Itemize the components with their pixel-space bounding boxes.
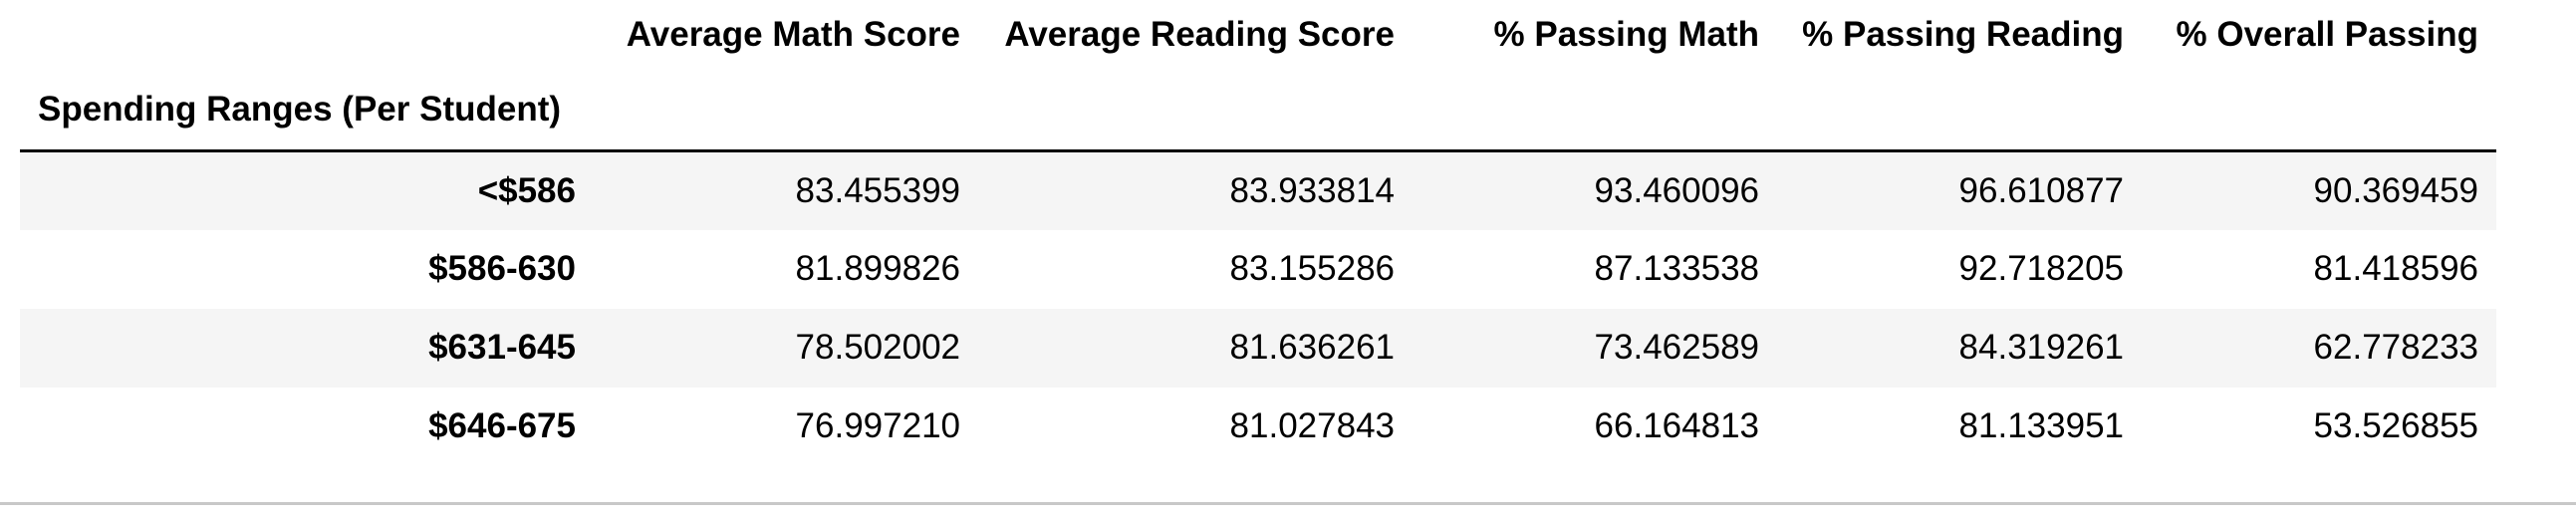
table-cell: 81.133951: [1958, 406, 2124, 445]
table-cell: 62.778233: [2313, 328, 2478, 367]
table-cell: 53.526855: [2313, 406, 2478, 445]
empty-header-cell: [2142, 70, 2496, 152]
column-header-row: Average Math Score Average Reading Score…: [20, 0, 2496, 70]
column-header: % Passing Reading: [1802, 15, 2124, 54]
table-cell: 78.502002: [795, 328, 960, 367]
table-cell: 66.164813: [1594, 406, 1759, 445]
column-header: Average Reading Score: [1004, 15, 1395, 54]
table-cell: 92.718205: [1958, 249, 2124, 288]
table-cell: 83.455399: [795, 170, 960, 210]
row-index-label: $631-645: [428, 328, 576, 367]
table-cell: 84.319261: [1958, 328, 2124, 367]
row-index-label: <$586: [477, 170, 576, 210]
column-header: Average Math Score: [626, 15, 960, 54]
table-cell: 73.462589: [1594, 328, 1759, 367]
output-divider: [0, 502, 2576, 505]
column-header: % Passing Math: [1493, 15, 1759, 54]
table-cell: 81.027843: [1229, 406, 1395, 445]
row-index-label: $586-630: [428, 249, 576, 288]
table-cell: 83.155286: [1229, 249, 1395, 288]
column-header: % Overall Passing: [2176, 15, 2478, 54]
table-cell: 96.610877: [1958, 170, 2124, 210]
index-name-row: Spending Ranges (Per Student): [20, 70, 2496, 152]
spending-summary-table: Average Math Score Average Reading Score…: [20, 0, 2496, 466]
empty-header-cell: [1777, 70, 2142, 152]
empty-header-cell: [594, 70, 978, 152]
table-cell: 93.460096: [1594, 170, 1759, 210]
table-cell: 81.899826: [795, 249, 960, 288]
empty-header-cell: [1413, 70, 1777, 152]
table-row: <$586 83.455399 83.933814 93.460096 96.6…: [20, 150, 2496, 230]
table-cell: 81.636261: [1229, 328, 1395, 367]
corner-cell: [20, 0, 594, 70]
row-index-label: $646-675: [428, 406, 576, 445]
table-cell: 76.997210: [795, 406, 960, 445]
table-row: $631-645 78.502002 81.636261 73.462589 8…: [20, 308, 2496, 388]
table-cell: 90.369459: [2313, 170, 2478, 210]
table-row: $586-630 81.899826 83.155286 87.133538 9…: [20, 230, 2496, 309]
table-cell: 81.418596: [2313, 249, 2478, 288]
empty-header-cell: [978, 70, 1413, 152]
table-row: $646-675 76.997210 81.027843 66.164813 8…: [20, 388, 2496, 466]
index-name: Spending Ranges (Per Student): [20, 70, 594, 152]
table-cell: 83.933814: [1229, 170, 1395, 210]
table-cell: 87.133538: [1594, 249, 1759, 288]
